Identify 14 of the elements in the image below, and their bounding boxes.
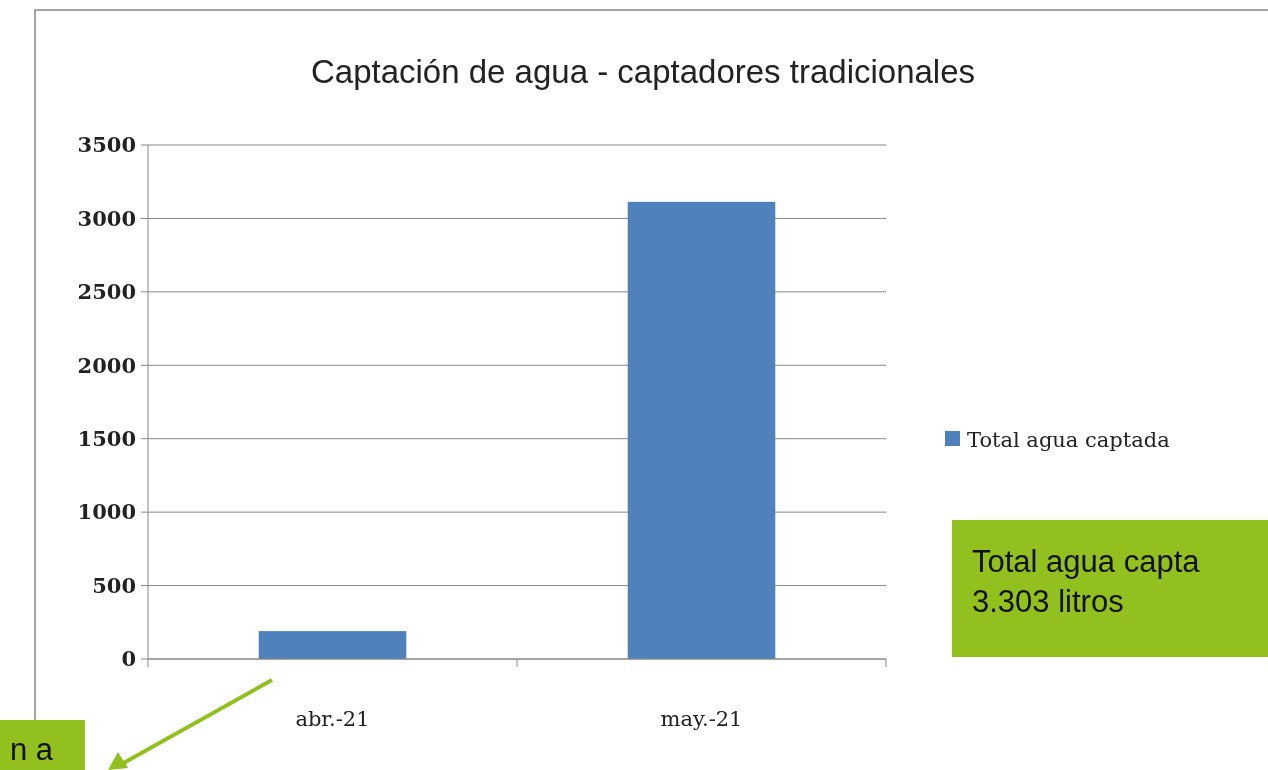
text: n a xyxy=(10,732,54,767)
y-tick-label: 2500 xyxy=(77,279,136,305)
y-tick-label: 500 xyxy=(92,572,136,598)
x-tick-label: abr.-21 xyxy=(295,707,370,731)
y-tick-label: 1000 xyxy=(77,499,136,525)
legend-label: Total agua captada xyxy=(967,428,1170,453)
text: Total agua capta 3.303 litros xyxy=(972,544,1201,619)
y-tick-label: 3000 xyxy=(77,205,136,231)
y-tick-label: 2000 xyxy=(77,352,136,378)
y-tick-label: 1500 xyxy=(77,426,136,452)
chart-title: Captación de agua - captadores tradicionales xyxy=(310,53,976,90)
y-tick-label: 0 xyxy=(121,646,136,672)
y-tick-label: 3500 xyxy=(77,132,136,158)
x-tick-label: may.-21 xyxy=(660,707,743,731)
